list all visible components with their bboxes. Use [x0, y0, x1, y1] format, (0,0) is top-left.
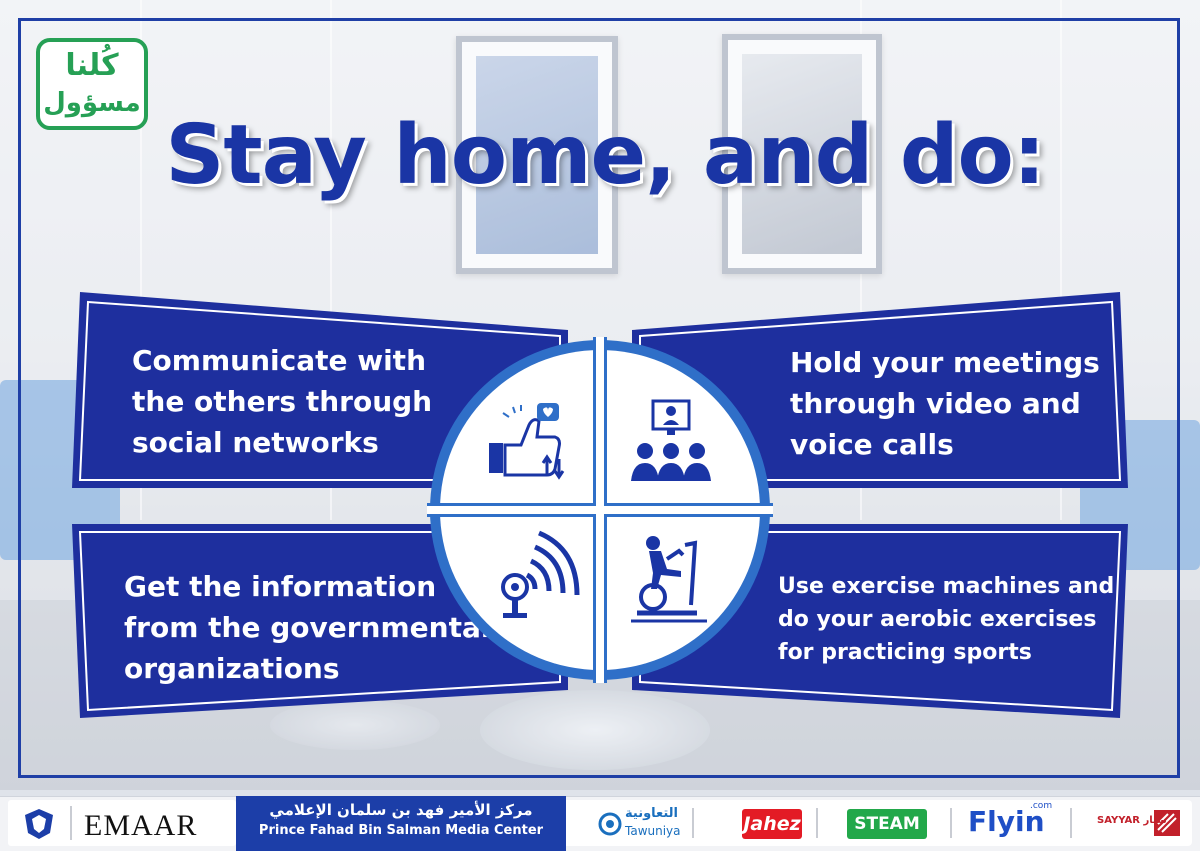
- wall-picture-palm: [456, 36, 618, 274]
- card-social-text: Communicate with the others through soci…: [132, 340, 432, 463]
- tawuniya-arabic: التعاونية: [625, 806, 679, 821]
- card-line: Get the information: [124, 570, 437, 603]
- circle-quadrants: [427, 337, 773, 683]
- wall-panel-line: [140, 0, 142, 520]
- floor-cushion: [270, 700, 440, 750]
- steam-logo: STEAM: [847, 809, 927, 839]
- knitted-pouf: [480, 690, 710, 770]
- sponsor-divider: [70, 806, 72, 840]
- poster-border: [18, 18, 1180, 778]
- card-line: the others through: [132, 385, 433, 418]
- club-crest-icon: [25, 809, 53, 839]
- sponsor-divider: [950, 808, 952, 838]
- center-circle: [427, 337, 773, 683]
- broadcast-signal-icon: [491, 529, 581, 621]
- video-conference-icon: [625, 399, 717, 487]
- sponsor-divider: [692, 808, 694, 838]
- wall-picture-leaf: [722, 34, 882, 274]
- sponsor-divider: [816, 808, 818, 838]
- card-info-text: Get the information from the governmenta…: [124, 566, 490, 689]
- sayyar-logo: SAYYAR سيار: [1097, 815, 1167, 826]
- sayyar-mark-icon: [1154, 810, 1180, 836]
- jahez-logo: Jahez: [742, 809, 802, 839]
- card-exercise-text: Use exercise machines and do your aerobi…: [778, 570, 1114, 669]
- card-line: Use exercise machines and: [778, 574, 1115, 599]
- campaign-logo: كُلنا مسؤول: [36, 38, 148, 130]
- card-line: for practicing sports: [778, 640, 1032, 665]
- wall-panel-line: [330, 0, 332, 520]
- tawuniya-logo: Tawuniya: [625, 824, 681, 838]
- sponsor-divider: [1070, 808, 1072, 838]
- exercise-bike-icon: [627, 533, 709, 623]
- flyin-com: .com: [1030, 801, 1053, 811]
- wall-panel-line: [1060, 0, 1062, 520]
- card-line: Hold your meetings: [790, 346, 1100, 379]
- thumbs-up-social-icon: [485, 397, 577, 487]
- card-line: Communicate with: [132, 344, 426, 377]
- card-line: social networks: [132, 426, 379, 459]
- flyin-logo: Flyin: [968, 805, 1045, 838]
- card-line: from the governmental: [124, 611, 491, 644]
- logo-line-2: مسؤول: [43, 88, 141, 118]
- card-line: voice calls: [790, 428, 954, 461]
- media-center-panel: مركز الأمير فهد بن سلمان الإعلامي Prince…: [236, 796, 566, 851]
- media-center-english: Prince Fahad Bin Salman Media Center: [258, 823, 544, 838]
- card-line: through video and: [790, 387, 1081, 420]
- page-title: Stay home, and do:: [165, 108, 1045, 203]
- emaar-logo: EMAAR: [84, 809, 198, 842]
- card-line: organizations: [124, 652, 340, 685]
- sponsor-panel-left: EMAAR: [8, 800, 236, 846]
- card-social: Communicate with the others through soci…: [70, 292, 570, 492]
- tawuniya-mark-icon: [598, 812, 622, 836]
- media-center-arabic: مركز الأمير فهد بن سلمان الإعلامي: [269, 801, 533, 819]
- card-meetings: Hold your meetings through video and voi…: [630, 292, 1130, 492]
- logo-line-1: كُلنا: [65, 48, 119, 83]
- card-line: do your aerobic exercises: [778, 607, 1097, 632]
- card-meetings-text: Hold your meetings through video and voi…: [790, 342, 1100, 465]
